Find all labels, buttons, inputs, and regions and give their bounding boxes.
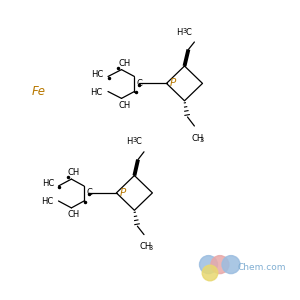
Text: P: P — [169, 78, 175, 88]
Text: Fe: Fe — [32, 85, 46, 98]
Text: HC: HC — [92, 70, 104, 79]
Text: 3: 3 — [183, 28, 187, 34]
Circle shape — [211, 256, 229, 274]
Text: HC: HC — [42, 179, 54, 188]
Circle shape — [200, 256, 217, 274]
Text: CH: CH — [118, 101, 130, 110]
Text: CH: CH — [118, 59, 130, 68]
Text: C: C — [137, 79, 143, 88]
Text: HC: HC — [41, 197, 53, 206]
Text: H: H — [126, 137, 132, 146]
Text: 3: 3 — [132, 137, 137, 143]
Text: P: P — [119, 188, 125, 198]
Text: C: C — [136, 137, 142, 146]
Text: H: H — [176, 28, 182, 37]
Circle shape — [222, 256, 240, 274]
Text: CH: CH — [140, 242, 152, 251]
Circle shape — [202, 265, 218, 281]
Text: HC: HC — [90, 88, 103, 97]
Text: C: C — [186, 28, 192, 37]
Text: Chem.com: Chem.com — [237, 262, 286, 272]
Text: C: C — [86, 188, 92, 197]
Text: CH: CH — [68, 210, 80, 219]
Text: 3: 3 — [148, 245, 152, 251]
Text: CH: CH — [68, 168, 80, 177]
Text: CH: CH — [191, 134, 204, 143]
Text: 3: 3 — [200, 137, 204, 143]
